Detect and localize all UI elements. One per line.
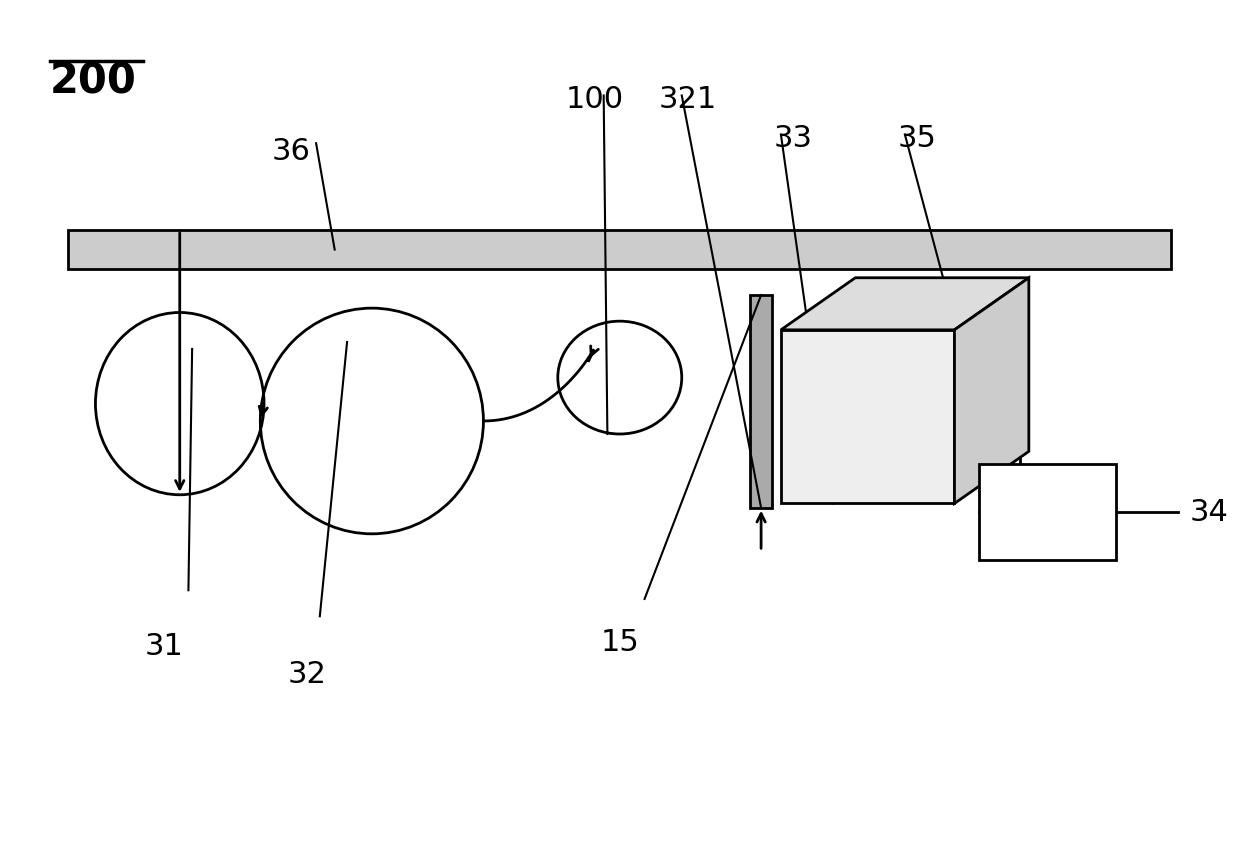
Text: 15: 15 [600,628,639,657]
Bar [781,330,955,503]
Bar [68,230,1172,269]
Text: 35: 35 [898,124,936,154]
Text: 200: 200 [50,61,136,102]
Bar [750,295,773,508]
Polygon shape [955,278,1029,503]
Text: 100: 100 [565,85,624,115]
Text: 36: 36 [272,137,311,167]
Text: 34: 34 [1190,497,1229,527]
Text: 33: 33 [774,124,813,154]
Text: 321: 321 [658,85,717,115]
Text: 31: 31 [144,632,184,661]
Polygon shape [781,278,1029,330]
Text: 32: 32 [288,660,327,689]
Bar [980,464,1116,560]
